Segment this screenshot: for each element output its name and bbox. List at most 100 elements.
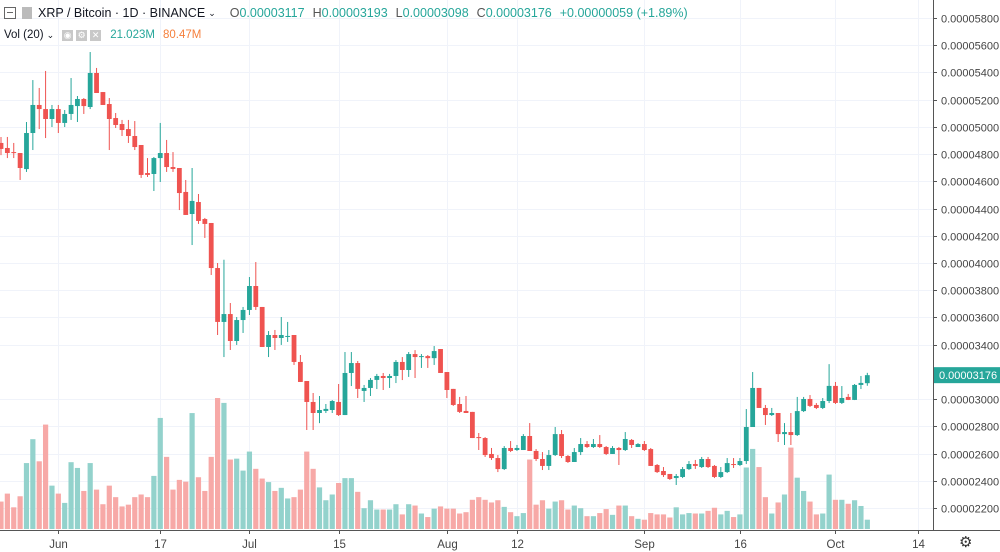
candle-body (801, 398, 807, 412)
time-tick-label: 15 (333, 539, 346, 551)
candle-body (635, 444, 641, 448)
candle-body (393, 361, 399, 376)
symbol-title[interactable]: XRP / Bitcoin · 1D · BINANCE (38, 6, 206, 20)
candle-body (36, 104, 42, 110)
candle-body (176, 167, 182, 194)
volume-bar (164, 456, 170, 529)
time-tick-label: 17 (154, 539, 167, 551)
close-icon[interactable]: ✕ (90, 29, 102, 41)
candle (412, 350, 418, 379)
volume-bar (482, 499, 488, 529)
candle (769, 407, 775, 416)
candle (176, 167, 182, 211)
candle (673, 473, 679, 485)
candle-body (603, 447, 609, 454)
volume-bar (195, 477, 202, 529)
volume-label[interactable]: Vol (20) (4, 29, 44, 41)
volume-bar (705, 510, 711, 529)
candle (775, 412, 781, 442)
volume-bar (692, 513, 698, 529)
candle-body (641, 444, 647, 451)
volume-ma-value: 80.47M (162, 29, 202, 41)
candle-body (412, 354, 418, 358)
candle (62, 110, 68, 128)
volume-bar (342, 478, 348, 529)
volume-bar (138, 494, 144, 529)
candle-body (750, 387, 756, 428)
candle-body (680, 469, 685, 477)
time-axis[interactable]: Jun 17 Jul 15 Aug 12 Sep 16 Oct 14 (49, 530, 925, 551)
price-tick-label: 0.00004000 (941, 259, 999, 271)
candle-body (196, 202, 201, 221)
candle (355, 361, 361, 399)
volume-bar (839, 499, 845, 529)
candle-body (833, 385, 838, 403)
volume-bar (106, 485, 112, 529)
candle (361, 384, 367, 402)
candle (724, 458, 730, 474)
candle (106, 98, 112, 151)
collapse-icon[interactable] (4, 7, 16, 19)
candle (323, 404, 329, 413)
symbol-legend: XRP / Bitcoin · 1D · BINANCE ⌄ O0.000031… (4, 6, 688, 20)
candle-body (699, 459, 705, 468)
candle (718, 467, 724, 479)
settings-icon[interactable]: ⚙ (76, 29, 88, 41)
candle (501, 446, 507, 471)
eye-icon[interactable]: ◉ (62, 29, 74, 41)
volume-bar (304, 451, 310, 529)
candle-body (705, 459, 711, 468)
candle (648, 447, 654, 466)
candle-body (151, 158, 157, 174)
time-tick-label: 12 (511, 539, 524, 551)
volume-bar (737, 514, 743, 529)
candle (157, 122, 163, 183)
candle-body (304, 381, 310, 402)
price-axis[interactable]: 0.00005800 0.00005600 0.00005400 0.00005200… (933, 14, 999, 516)
volume-bar (820, 513, 826, 529)
price-tick-label: 0.00005200 (941, 96, 999, 108)
candle (463, 395, 469, 413)
candle (75, 95, 80, 122)
candle-body (164, 153, 170, 168)
candle-body (731, 464, 736, 466)
candle-body (55, 109, 61, 123)
volume-bar (272, 490, 278, 529)
volume-bar (648, 513, 654, 529)
price-tick-label: 0.00005800 (941, 14, 999, 26)
candle-body (489, 453, 494, 459)
volume-bar (323, 500, 329, 529)
candle-body (62, 113, 68, 123)
candle (36, 87, 42, 130)
candle (30, 80, 36, 151)
candle-body (75, 98, 80, 107)
volume-bar (552, 501, 558, 529)
volume-bar (813, 514, 819, 529)
volume-bar (539, 500, 546, 529)
volume-bar (113, 497, 119, 529)
candle (399, 357, 405, 381)
volume-bar (30, 439, 36, 529)
volume-bar (386, 509, 393, 529)
chevron-down-icon[interactable]: ⌄ (208, 7, 216, 18)
candlesticks (0, 52, 870, 485)
candle (610, 446, 615, 454)
candle (132, 121, 138, 151)
candle-body (438, 349, 443, 373)
candle (11, 142, 17, 159)
candle (100, 92, 106, 105)
candle (533, 449, 539, 462)
volume-bar (603, 509, 609, 529)
candle-body (686, 464, 692, 470)
candle-body (94, 72, 99, 93)
candle (419, 354, 424, 368)
candle-body (113, 118, 119, 125)
chevron-down-icon[interactable]: ⌄ (46, 29, 55, 40)
settings-gear-icon[interactable]: ⚙ (959, 534, 973, 551)
volume-bar (367, 500, 374, 529)
volume-bar (336, 482, 342, 529)
candle (247, 277, 252, 315)
candle (737, 458, 743, 466)
volume-bar (11, 507, 17, 529)
